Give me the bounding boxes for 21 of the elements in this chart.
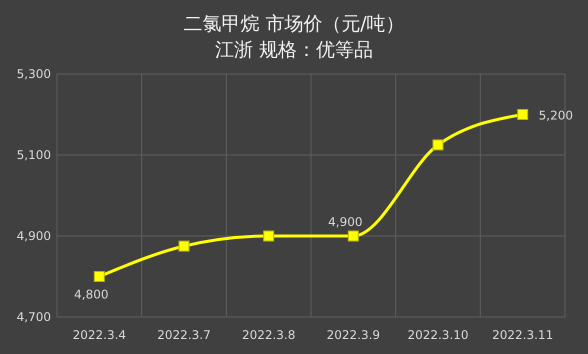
data-label: 4,800 <box>74 288 109 302</box>
x-tick-label: 2022.3.10 <box>407 328 469 342</box>
x-tick-label: 2022.3.9 <box>326 328 380 342</box>
y-tick-label: 5,100 <box>16 148 51 162</box>
y-tick-label: 4,900 <box>16 229 51 243</box>
point <box>263 230 274 242</box>
x-tick-label: 2022.3.11 <box>492 328 554 342</box>
x-tick-label: 2022.3.8 <box>242 328 296 342</box>
point <box>94 271 105 282</box>
point <box>432 139 444 150</box>
data-label: 4,900 <box>328 215 363 229</box>
chart-title: 二氯甲烷 市场价（元/吨） <box>183 13 405 35</box>
y-tick-label: 5,300 <box>16 67 51 81</box>
y-tick-label: 4,700 <box>16 310 51 324</box>
point <box>517 109 528 120</box>
data-label: 5,200 <box>538 108 574 122</box>
point <box>178 240 190 252</box>
point <box>348 230 359 242</box>
chart-subtitle: 江浙 规格：优等品 <box>214 39 374 61</box>
x-tick-label: 2022.3.7 <box>157 328 211 342</box>
x-tick-label: 2022.3.4 <box>72 328 126 342</box>
